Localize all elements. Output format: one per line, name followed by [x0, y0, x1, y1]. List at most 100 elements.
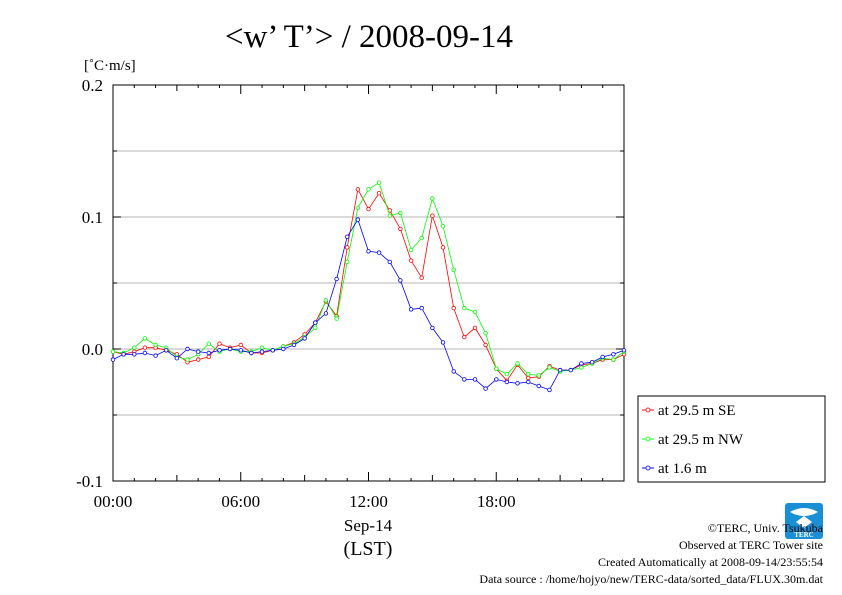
data-point-at-1-6-m [536, 383, 541, 389]
data-point-at-1-6-m [142, 350, 148, 356]
data-point-at-29-5-m-se [440, 245, 446, 250]
data-point-at-1-6-m [504, 379, 510, 385]
legend-label: at 1.6 m [658, 461, 707, 477]
data-point-at-29-5-m-nw [142, 336, 148, 341]
data-point-at-29-5-m-nw [110, 349, 116, 354]
y-tick-label: 0.2 [82, 76, 103, 95]
data-point-at-1-6-m [366, 249, 371, 254]
data-point-at-1-6-m [515, 381, 520, 386]
data-point-at-1-6-m [323, 311, 329, 316]
data-point-at-29-5-m-nw [419, 235, 424, 241]
data-point-at-29-5-m-nw [153, 342, 158, 348]
data-point-at-1-6-m [557, 367, 563, 373]
legend-label: at 29.5 m SE [658, 403, 736, 419]
data-point-at-1-6-m [419, 305, 424, 311]
x-tick-label: 00:00 [94, 492, 133, 511]
data-point-at-1-6-m [334, 276, 339, 282]
data-point-at-1-6-m [494, 377, 499, 382]
terc-logo: TERC [785, 503, 823, 539]
series-line-at-29-5-m-nw [112, 182, 625, 376]
data-point-at-1-6-m [302, 336, 307, 341]
data-point-at-29-5-m-se [376, 190, 382, 196]
data-point-at-29-5-m-nw [185, 357, 190, 362]
data-point-at-1-6-m [174, 356, 180, 361]
x-tick-label: 18:00 [477, 492, 516, 511]
data-point-at-29-5-m-nw [376, 180, 382, 185]
series-line-at-29-5-m-se [112, 188, 625, 382]
grid-lines [113, 150, 624, 416]
data-point-at-29-5-m-se [462, 334, 467, 340]
data-point-at-1-6-m [153, 353, 158, 358]
x-axis-ticks: 00:00 06:00 12:00 18:00 [94, 85, 625, 511]
footer-created: Created Automatically at 2008-09-14/23:5… [598, 555, 823, 569]
data-point-at-29-5-m-se [419, 275, 424, 280]
data-point-at-29-5-m-nw [334, 316, 339, 321]
data-point-at-1-6-m [259, 349, 265, 354]
data-point-at-1-6-m [451, 369, 456, 374]
data-point-at-29-5-m-se [430, 213, 435, 218]
data-point-at-1-6-m [440, 340, 446, 345]
data-point-at-29-5-m-nw [408, 247, 414, 253]
series-group [110, 180, 627, 393]
data-point-at-29-5-m-se [217, 341, 222, 346]
data-point-at-29-5-m-nw [547, 365, 552, 370]
data-point-at-1-6-m [398, 278, 403, 283]
data-point-at-29-5-m-se [142, 345, 148, 350]
data-point-at-1-6-m [217, 348, 222, 353]
legend-swatch-marker [645, 407, 651, 413]
data-point-at-29-5-m-nw [313, 325, 318, 331]
x-tick-label: 12:00 [349, 492, 388, 511]
y-axis-ticks: 0.2 0.1 0.0 -0.1 [76, 76, 624, 491]
legend-label: at 29.5 m NW [658, 432, 744, 448]
data-point-at-29-5-m-nw [355, 205, 361, 210]
data-point-at-1-6-m [185, 346, 190, 352]
data-point-at-1-6-m [249, 350, 254, 356]
data-point-at-1-6-m [611, 352, 616, 357]
y-tick-label: 0.1 [82, 208, 103, 227]
data-point-at-1-6-m [345, 234, 350, 239]
data-point-at-1-6-m [387, 259, 392, 265]
data-point-at-1-6-m [430, 325, 435, 331]
data-point-at-29-5-m-se [345, 245, 350, 250]
data-point-at-1-6-m [291, 342, 297, 348]
data-point-at-1-6-m [270, 348, 275, 353]
legend: at 29.5 m SE at 29.5 m NW at 1.6 m [642, 403, 744, 477]
data-point-at-29-5-m-se [472, 325, 478, 331]
data-point-at-1-6-m [462, 377, 467, 382]
data-point-at-29-5-m-nw [472, 309, 478, 315]
data-point-at-1-6-m [355, 217, 361, 222]
data-point-at-1-6-m [600, 354, 605, 360]
data-point-at-29-5-m-nw [206, 341, 211, 346]
y-tick-label: 0.0 [82, 340, 103, 359]
data-point-at-29-5-m-nw [536, 373, 541, 378]
legend-box [637, 395, 826, 483]
data-point-at-29-5-m-nw [504, 371, 510, 377]
data-point-at-29-5-m-se [206, 354, 211, 360]
x-axis-timezone-label: (LST) [344, 538, 393, 560]
data-point-at-1-6-m [376, 250, 382, 255]
data-point-at-29-5-m-nw [430, 196, 435, 201]
data-point-at-1-6-m [195, 349, 201, 354]
data-point-at-1-6-m [483, 386, 488, 391]
data-point-at-1-6-m [547, 387, 552, 393]
data-point-at-29-5-m-nw [462, 305, 467, 311]
data-point-at-29-5-m-nw [259, 345, 265, 350]
data-point-at-29-5-m-nw [366, 187, 371, 192]
data-point-at-29-5-m-se [526, 375, 531, 381]
data-point-at-1-6-m [472, 377, 478, 382]
data-point-at-1-6-m [281, 346, 286, 352]
x-axis-date-label: Sep-14 [344, 516, 393, 535]
data-point-at-29-5-m-nw [398, 210, 403, 216]
data-point-at-29-5-m-nw [323, 298, 329, 303]
y-axis-label: [˚C·m/s] [84, 58, 136, 74]
data-point-at-29-5-m-se [195, 357, 201, 362]
data-point-at-29-5-m-nw [387, 213, 392, 218]
data-point-at-29-5-m-nw [451, 267, 456, 272]
logo-text: TERC [794, 531, 813, 539]
data-point-at-29-5-m-se [483, 342, 488, 348]
data-point-at-29-5-m-se [408, 258, 414, 263]
footer-source: Data source : /home/hojyo/new/TERC-data/… [479, 572, 823, 586]
data-point-at-29-5-m-nw [345, 259, 350, 265]
data-point-at-1-6-m [579, 361, 584, 366]
